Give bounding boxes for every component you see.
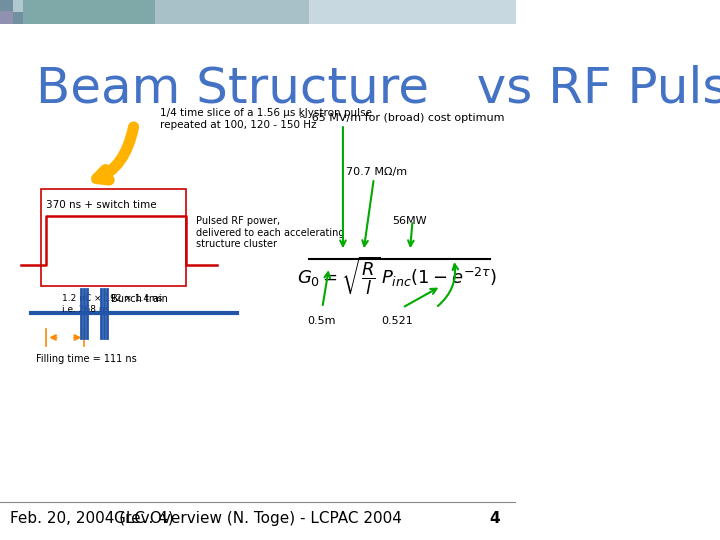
FancyBboxPatch shape: [0, 0, 23, 24]
Text: Bunch train: Bunch train: [111, 294, 168, 305]
FancyBboxPatch shape: [13, 0, 23, 12]
Text: Filling time = 111 ns: Filling time = 111 ns: [36, 354, 137, 364]
Text: 0.521: 0.521: [382, 316, 413, 326]
FancyBboxPatch shape: [155, 0, 516, 24]
Text: Feb. 20, 2004 (rev. 4): Feb. 20, 2004 (rev. 4): [10, 511, 174, 526]
Text: 70.7 MΩ/m: 70.7 MΩ/m: [346, 167, 407, 178]
FancyBboxPatch shape: [0, 0, 516, 24]
FancyBboxPatch shape: [310, 0, 516, 24]
Text: ~ 65 MV/m for (broad) cost optimum: ~ 65 MV/m for (broad) cost optimum: [299, 113, 505, 124]
Text: Pulsed RF power,
delivered to each accelerating
structure cluster: Pulsed RF power, delivered to each accel…: [196, 216, 344, 249]
Text: $G_0 = \sqrt{\dfrac{R}{l}}\,P_{inc}\left(1 - e^{-2\tau}\right)$: $G_0 = \sqrt{\dfrac{R}{l}}\,P_{inc}\left…: [297, 254, 497, 296]
Text: 1/4 time slice of a 1.56 μs klystron pulse
repeated at 100, 120 - 150 Hz: 1/4 time slice of a 1.56 μs klystron pul…: [160, 108, 372, 130]
FancyBboxPatch shape: [0, 11, 13, 24]
Text: GLC Overview (N. Toge) - LCPAC 2004: GLC Overview (N. Toge) - LCPAC 2004: [114, 511, 402, 526]
Text: 56MW: 56MW: [392, 216, 426, 226]
Text: Beam Structure   vs RF Pulse: Beam Structure vs RF Pulse: [36, 65, 720, 113]
Text: 4: 4: [490, 511, 500, 526]
FancyArrowPatch shape: [96, 127, 133, 180]
Text: 1.2 nC × 192 × 1.4 ns
i.e. 268 ns: 1.2 nC × 192 × 1.4 ns i.e. 268 ns: [62, 294, 162, 314]
Text: 370 ns + switch time: 370 ns + switch time: [46, 200, 157, 210]
Text: 0.5m: 0.5m: [307, 316, 336, 326]
